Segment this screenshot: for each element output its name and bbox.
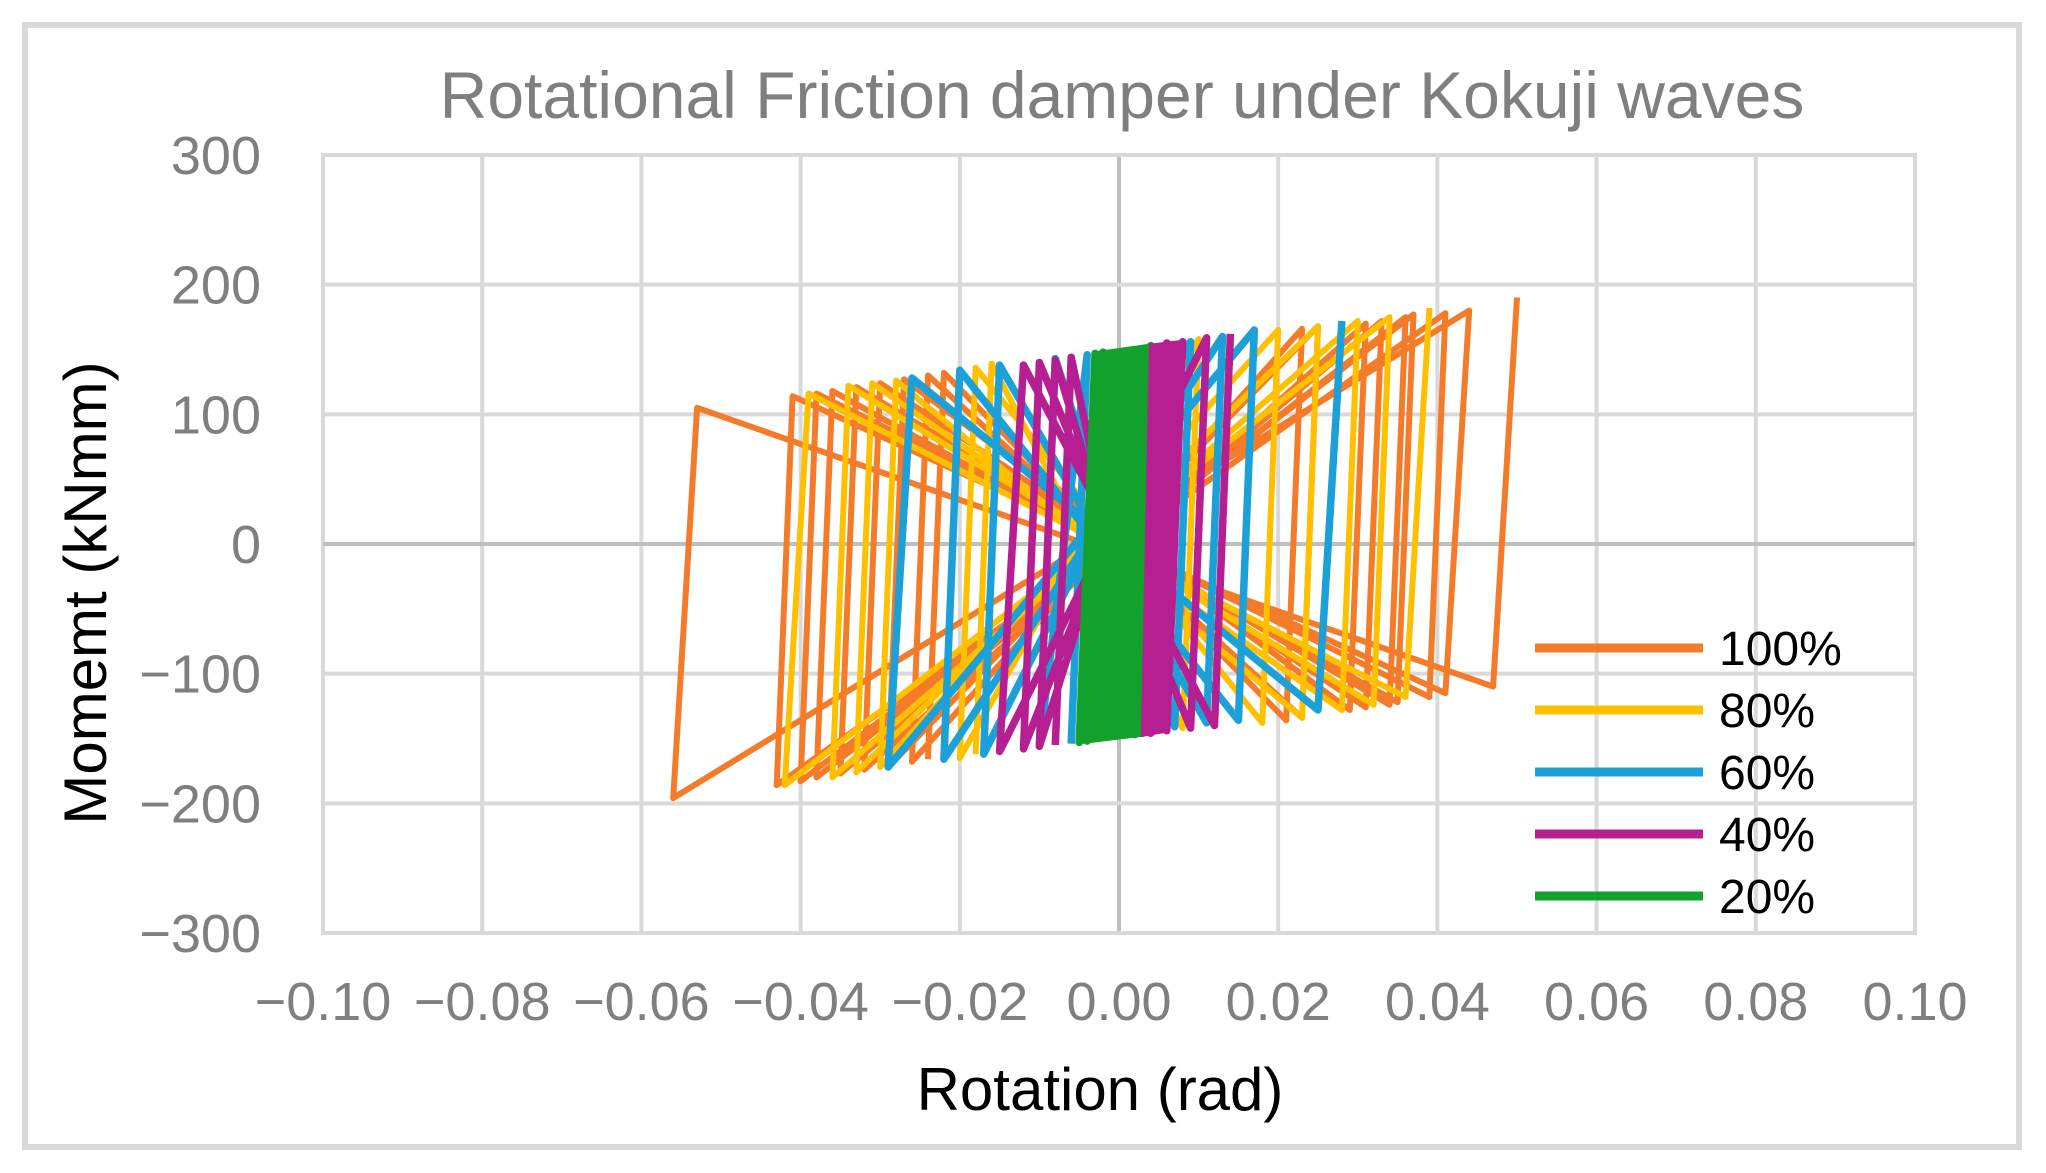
y-tick-label: 0 — [231, 515, 261, 575]
tick-labels: −0.10 −0.08 −0.06 −0.04 −0.02 0.00 0.02 0.04 0.0… — [139, 126, 1967, 1032]
legend-label: 100% — [1719, 623, 1842, 676]
x-tick-label: 0.10 — [1862, 972, 1967, 1032]
x-tick-label: 0.00 — [1066, 972, 1171, 1032]
legend-item: 20% — [1535, 871, 1815, 924]
legend-label: 60% — [1719, 747, 1815, 800]
x-tick-label: −0.08 — [414, 972, 551, 1032]
y-axis-label: Momemt (kNmm) — [52, 361, 119, 824]
legend-label: 80% — [1719, 685, 1815, 738]
plot-series — [670, 297, 1520, 802]
x-axis-label: Rotation (rad) — [917, 1056, 1284, 1123]
y-tick-label: −200 — [139, 774, 261, 834]
legend-label: 20% — [1719, 871, 1815, 924]
chart-title: Rotational Friction damper under Kokuji … — [440, 58, 1805, 132]
x-tick-label: −0.06 — [573, 972, 710, 1032]
x-tick-label: 0.04 — [1385, 972, 1490, 1032]
legend-label: 40% — [1719, 809, 1815, 862]
legend-item: 60% — [1535, 747, 1815, 800]
y-tick-label: 100 — [171, 385, 261, 445]
x-tick-label: −0.04 — [732, 972, 869, 1032]
legend: 100% 80% 60% 40% 20% — [1535, 623, 1842, 924]
x-tick-label: −0.02 — [891, 972, 1028, 1032]
series-fill-band — [1140, 339, 1185, 737]
legend-item: 100% — [1535, 623, 1842, 676]
x-tick-label: −0.10 — [255, 972, 392, 1032]
y-tick-label: 200 — [171, 256, 261, 316]
y-tick-label: −100 — [139, 645, 261, 705]
x-tick-label: 0.06 — [1544, 972, 1649, 1032]
x-tick-label: 0.02 — [1226, 972, 1331, 1032]
y-tick-label: −300 — [139, 904, 261, 964]
legend-item: 80% — [1535, 685, 1815, 738]
y-tick-label: 300 — [171, 126, 261, 186]
x-tick-label: 0.08 — [1703, 972, 1808, 1032]
legend-item: 40% — [1535, 809, 1815, 862]
